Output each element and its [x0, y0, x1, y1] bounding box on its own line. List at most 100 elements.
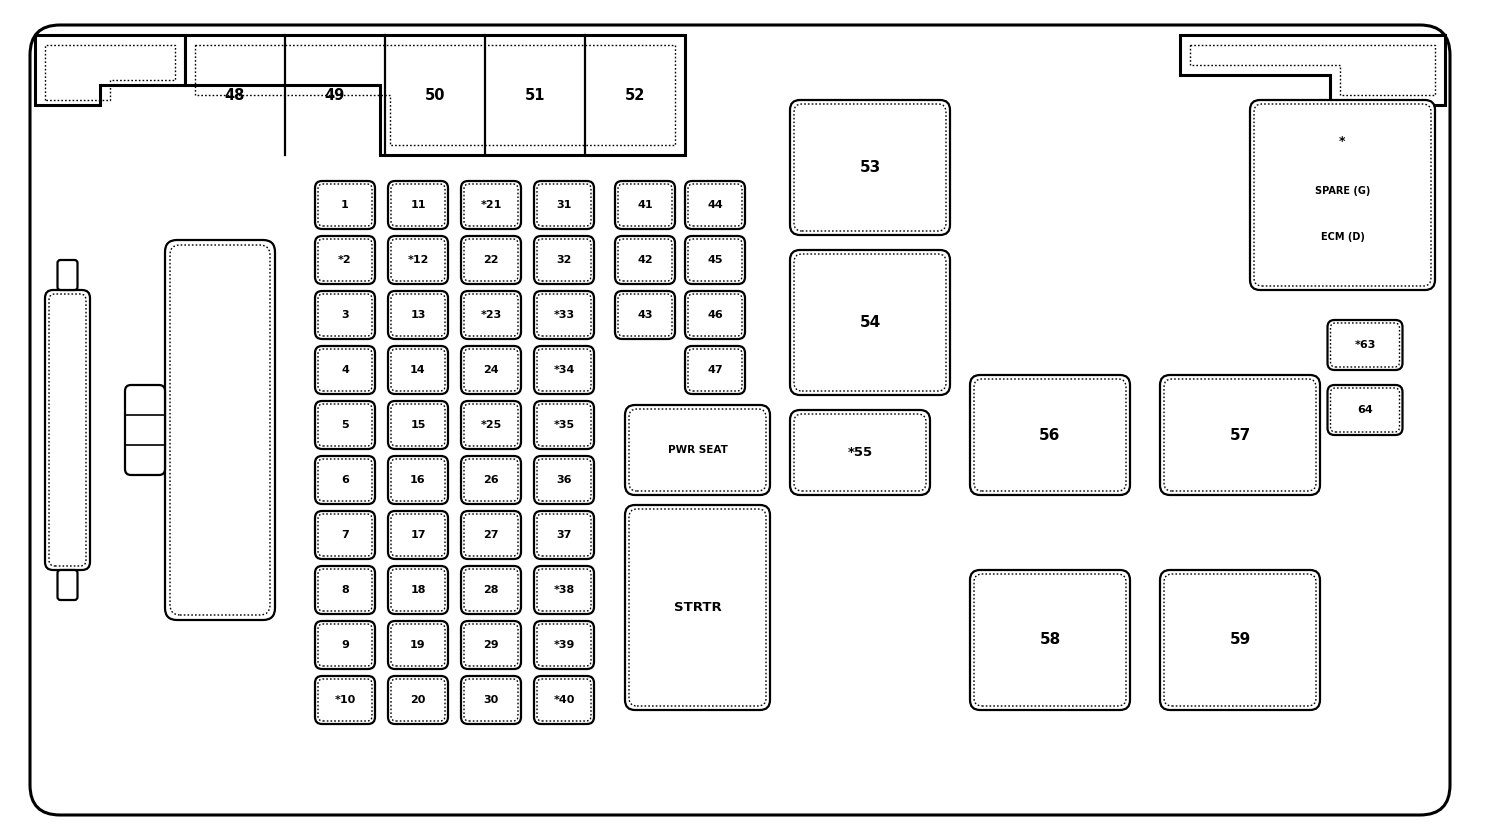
Text: 11: 11: [411, 200, 426, 210]
Text: 44: 44: [707, 200, 723, 210]
FancyBboxPatch shape: [461, 676, 521, 724]
Text: 6: 6: [341, 475, 350, 485]
FancyBboxPatch shape: [1327, 320, 1403, 370]
Text: 53: 53: [860, 160, 881, 175]
FancyBboxPatch shape: [461, 346, 521, 394]
FancyBboxPatch shape: [684, 291, 745, 339]
Text: 52: 52: [625, 87, 646, 102]
Text: 56: 56: [1039, 428, 1061, 443]
Text: 19: 19: [411, 640, 426, 650]
Text: 54: 54: [860, 315, 881, 330]
FancyBboxPatch shape: [315, 676, 375, 724]
FancyBboxPatch shape: [125, 385, 165, 475]
Text: *38: *38: [554, 585, 574, 595]
FancyBboxPatch shape: [534, 456, 594, 504]
Text: 57: 57: [1229, 428, 1250, 443]
FancyBboxPatch shape: [315, 621, 375, 669]
Text: 8: 8: [341, 585, 348, 595]
FancyBboxPatch shape: [684, 236, 745, 284]
Text: 24: 24: [484, 365, 498, 375]
Text: 50: 50: [424, 87, 445, 102]
Text: 59: 59: [1229, 633, 1250, 648]
FancyBboxPatch shape: [615, 291, 676, 339]
Text: 9: 9: [341, 640, 350, 650]
Text: *23: *23: [481, 310, 501, 320]
FancyBboxPatch shape: [790, 100, 949, 235]
FancyBboxPatch shape: [684, 181, 745, 229]
Text: 51: 51: [525, 87, 545, 102]
FancyBboxPatch shape: [534, 346, 594, 394]
FancyBboxPatch shape: [534, 676, 594, 724]
Text: 7: 7: [341, 530, 348, 540]
FancyBboxPatch shape: [625, 405, 769, 495]
Text: 45: 45: [707, 255, 723, 265]
FancyBboxPatch shape: [461, 566, 521, 614]
Text: *25: *25: [481, 420, 501, 430]
FancyBboxPatch shape: [315, 511, 375, 559]
Text: 3: 3: [341, 310, 348, 320]
Text: *21: *21: [481, 200, 501, 210]
Text: *33: *33: [554, 310, 574, 320]
Text: *12: *12: [408, 255, 429, 265]
FancyBboxPatch shape: [790, 250, 949, 395]
FancyBboxPatch shape: [315, 291, 375, 339]
FancyBboxPatch shape: [615, 181, 676, 229]
Text: 5: 5: [341, 420, 348, 430]
Text: 49: 49: [324, 87, 345, 102]
FancyBboxPatch shape: [534, 566, 594, 614]
Text: 15: 15: [411, 420, 426, 430]
Text: 32: 32: [557, 255, 571, 265]
Text: *34: *34: [554, 365, 574, 375]
FancyBboxPatch shape: [388, 566, 448, 614]
Text: PWR SEAT: PWR SEAT: [668, 445, 728, 455]
FancyBboxPatch shape: [315, 456, 375, 504]
Text: *2: *2: [338, 255, 351, 265]
FancyBboxPatch shape: [388, 511, 448, 559]
FancyBboxPatch shape: [534, 181, 594, 229]
Text: 16: 16: [411, 475, 426, 485]
Text: 13: 13: [411, 310, 426, 320]
FancyBboxPatch shape: [534, 621, 594, 669]
Text: 58: 58: [1040, 633, 1061, 648]
Text: 26: 26: [484, 475, 498, 485]
FancyBboxPatch shape: [315, 346, 375, 394]
Text: 4: 4: [341, 365, 350, 375]
FancyBboxPatch shape: [388, 181, 448, 229]
Text: 48: 48: [225, 87, 246, 102]
Text: 41: 41: [637, 200, 653, 210]
FancyBboxPatch shape: [388, 346, 448, 394]
Text: 36: 36: [557, 475, 571, 485]
Text: 14: 14: [411, 365, 426, 375]
FancyBboxPatch shape: [315, 566, 375, 614]
Text: 28: 28: [484, 585, 498, 595]
Text: 1: 1: [341, 200, 348, 210]
FancyBboxPatch shape: [388, 676, 448, 724]
Text: *: *: [1339, 135, 1345, 149]
FancyBboxPatch shape: [534, 511, 594, 559]
Text: 43: 43: [637, 310, 653, 320]
FancyBboxPatch shape: [970, 375, 1129, 495]
Text: 64: 64: [1357, 405, 1373, 415]
FancyBboxPatch shape: [461, 291, 521, 339]
Text: 22: 22: [484, 255, 498, 265]
FancyBboxPatch shape: [534, 291, 594, 339]
Text: 31: 31: [557, 200, 571, 210]
FancyBboxPatch shape: [58, 260, 77, 290]
FancyBboxPatch shape: [1161, 570, 1320, 710]
FancyBboxPatch shape: [461, 456, 521, 504]
FancyBboxPatch shape: [461, 511, 521, 559]
FancyBboxPatch shape: [315, 236, 375, 284]
FancyBboxPatch shape: [45, 290, 89, 570]
FancyBboxPatch shape: [58, 570, 77, 600]
FancyBboxPatch shape: [315, 181, 375, 229]
Polygon shape: [1180, 35, 1445, 105]
FancyBboxPatch shape: [388, 291, 448, 339]
FancyBboxPatch shape: [165, 240, 275, 620]
Text: 20: 20: [411, 695, 426, 705]
FancyBboxPatch shape: [684, 346, 745, 394]
Text: *55: *55: [848, 446, 872, 459]
FancyBboxPatch shape: [461, 621, 521, 669]
FancyBboxPatch shape: [1327, 385, 1403, 435]
FancyBboxPatch shape: [625, 505, 769, 710]
Text: 42: 42: [637, 255, 653, 265]
